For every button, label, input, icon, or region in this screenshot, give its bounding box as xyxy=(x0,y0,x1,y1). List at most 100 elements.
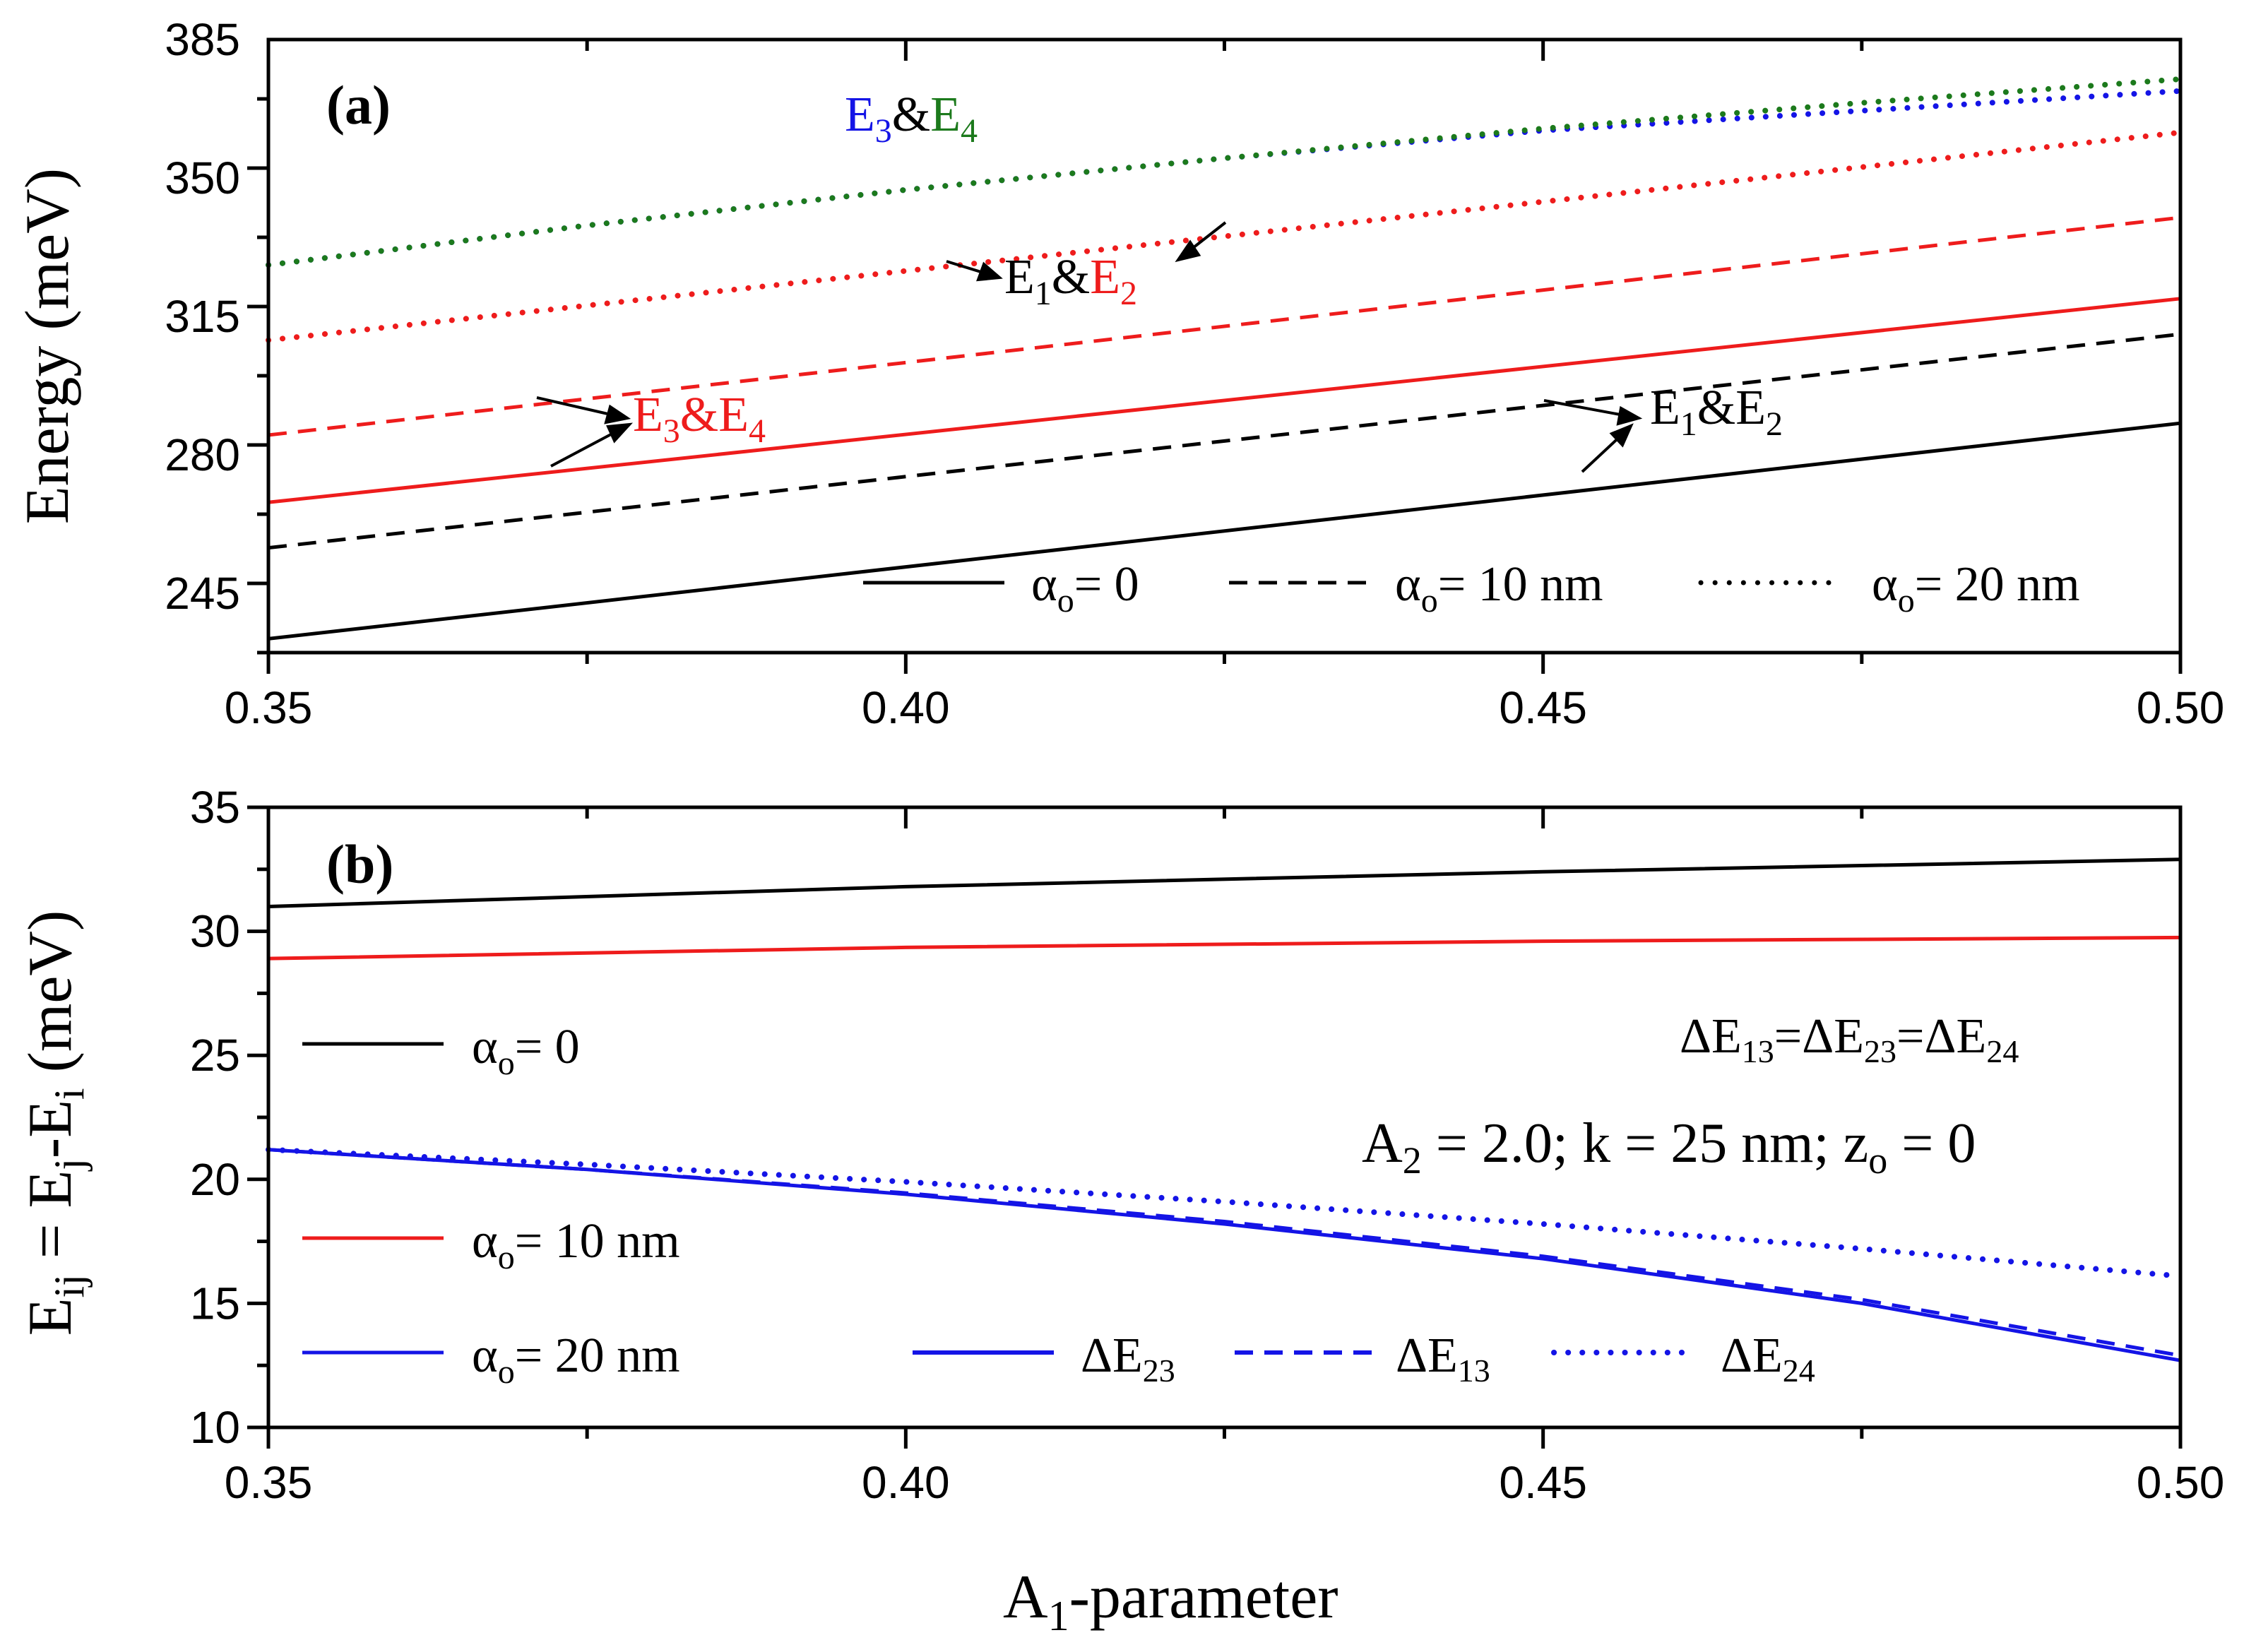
param-sub: 2 xyxy=(1403,1139,1422,1182)
legend-value: = 20 nm xyxy=(515,1329,680,1383)
legend-alpha: α xyxy=(1395,557,1421,612)
legend-alpha: α xyxy=(472,1329,498,1383)
panel-a-energy-chart: 0.35 0.40 0.45 0.50 245 280 315 350 385 (a) Ene… xyxy=(13,14,2224,733)
ylabel-sub-j: j xyxy=(46,1158,93,1172)
eq-sub: 13 xyxy=(1742,1033,1774,1069)
legend-label-alpha-10: αo= 10 nm xyxy=(1395,557,1603,619)
annotation-arrows xyxy=(536,221,1643,473)
legend-label-de13: ΔE13 xyxy=(1396,1329,1490,1389)
y-tick-label: 30 xyxy=(190,906,240,957)
annotation-e3: E xyxy=(845,88,875,142)
panel-a-y-axis-title: Energy (meV) xyxy=(13,168,82,524)
arrow-line xyxy=(1543,399,1632,418)
eq-part: =ΔE xyxy=(1774,1009,1864,1064)
annotation-amp: & xyxy=(680,388,718,442)
annotation-e1: E xyxy=(1004,250,1035,304)
y-tick-label: 245 xyxy=(165,568,240,619)
legend-value: = 20 nm xyxy=(1915,557,2080,612)
series-line-7 xyxy=(266,76,2183,268)
annotation-e4-sub: 4 xyxy=(749,412,766,450)
ylabel-sub-ij: ij xyxy=(46,1274,93,1297)
annotation-e2: E xyxy=(1090,250,1120,304)
xlabel-rest: -parameter xyxy=(1069,1563,1338,1632)
x-tick-label: 0.45 xyxy=(1499,682,1587,733)
ylabel-unit: (meV) xyxy=(16,910,85,1088)
arrow-head xyxy=(1175,239,1201,263)
legend-value: = 0 xyxy=(515,1020,580,1074)
annotation-e1-sub: 1 xyxy=(1680,405,1697,443)
legend-de: ΔE xyxy=(1081,1329,1143,1383)
x-tick-label: 0.50 xyxy=(2137,682,2225,733)
eq-sub: 23 xyxy=(1864,1033,1896,1069)
panel-b-curves xyxy=(266,857,2183,1362)
legend-label-alpha-0: αo= 0 xyxy=(472,1020,580,1082)
eq-part: =ΔE xyxy=(1896,1009,1986,1064)
legend-de: ΔE xyxy=(1721,1329,1783,1383)
ylabel-e: E xyxy=(16,1298,85,1336)
annotation-e3-e4-low: E3&E4 xyxy=(633,388,766,450)
x-tick-label: 0.35 xyxy=(225,682,313,733)
annotation-e1-e2-low: E1&E2 xyxy=(1650,381,1783,443)
y-tick-label: 15 xyxy=(190,1278,240,1329)
y-tick-label: 35 xyxy=(190,782,240,833)
panel-a-ticks xyxy=(247,40,2183,674)
legend-value: = 10 nm xyxy=(515,1214,680,1268)
annotation-amp: & xyxy=(1697,381,1735,435)
legend-alpha-sub: o xyxy=(498,1353,515,1391)
eq-sub: 24 xyxy=(1986,1033,2019,1069)
x-axis-title: A1-parameter xyxy=(1003,1563,1338,1639)
legend-alpha-sub: o xyxy=(1057,582,1074,619)
series-line-2 xyxy=(268,935,2181,961)
y-tick-label: 315 xyxy=(165,291,240,342)
legend-value: = 0 xyxy=(1074,557,1139,612)
annotation-parameters: A2 = 2.0; k = 25 nm; zo = 0 xyxy=(1362,1112,1976,1182)
arrow-line xyxy=(550,427,622,468)
legend-de: ΔE xyxy=(1396,1329,1458,1383)
arrow-head xyxy=(976,261,1003,282)
param-part: A xyxy=(1362,1112,1403,1175)
annotation-e1-sub: 1 xyxy=(1035,275,1052,312)
annotation-e3-sub: 3 xyxy=(663,412,680,450)
series-line-2 xyxy=(268,297,2181,504)
y-tick-label: 25 xyxy=(190,1030,240,1081)
legend-de-sub: 13 xyxy=(1458,1353,1490,1389)
panel-b-legend-bottom: ΔE23 ΔE13 ΔE24 xyxy=(913,1329,1815,1389)
series-line-4 xyxy=(268,1148,2181,1357)
panel-b-ticks xyxy=(247,805,2183,1449)
y-tick-label: 280 xyxy=(165,429,240,480)
y-tick-label: 385 xyxy=(165,14,240,65)
annotation-e4: E xyxy=(718,388,749,442)
annotation-e3: E xyxy=(633,388,663,442)
panel-b-legend-left: αo= 0 αo= 10 nm αo= 20 nm xyxy=(302,1020,680,1391)
y-tick-label: 20 xyxy=(190,1154,240,1205)
y-tick-label: 10 xyxy=(190,1402,240,1453)
annotation-e1: E xyxy=(1650,381,1680,435)
ylabel-eq: = E xyxy=(16,1170,85,1274)
x-tick-label: 0.45 xyxy=(1499,1457,1587,1508)
legend-de-sub: 24 xyxy=(1783,1353,1815,1389)
series-line-1 xyxy=(268,857,2181,908)
xlabel-a: A xyxy=(1003,1563,1048,1632)
annotation-e2-sub: 2 xyxy=(1120,275,1137,312)
legend-label-alpha-20: αo= 20 nm xyxy=(1872,557,2080,619)
annotation-e4: E xyxy=(930,88,961,142)
annotation-e3-sub: 3 xyxy=(875,112,892,150)
panel-a-x-tick-labels: 0.35 0.40 0.45 0.50 xyxy=(225,682,2225,733)
legend-label-de24: ΔE24 xyxy=(1721,1329,1815,1389)
param-sub: o xyxy=(1868,1139,1887,1182)
x-tick-label: 0.40 xyxy=(862,1457,950,1508)
legend-alpha: α xyxy=(1872,557,1898,612)
annotation-e3-e4-dotted: E3&E4 xyxy=(845,88,978,150)
ylabel-minus: -E xyxy=(16,1100,85,1158)
panel-b-x-tick-labels: 0.35 0.40 0.45 0.50 xyxy=(225,1457,2225,1508)
series-line-3 xyxy=(268,332,2181,550)
x-tick-label: 0.50 xyxy=(2137,1457,2225,1508)
series-line-6 xyxy=(266,88,2183,268)
arrow-line xyxy=(536,396,621,418)
legend-alpha: α xyxy=(1031,557,1057,612)
arrow-head xyxy=(1616,405,1643,426)
annotation-e4-sub: 4 xyxy=(961,112,978,150)
annotation-amp: & xyxy=(892,88,930,142)
series-line-5 xyxy=(266,129,2183,343)
